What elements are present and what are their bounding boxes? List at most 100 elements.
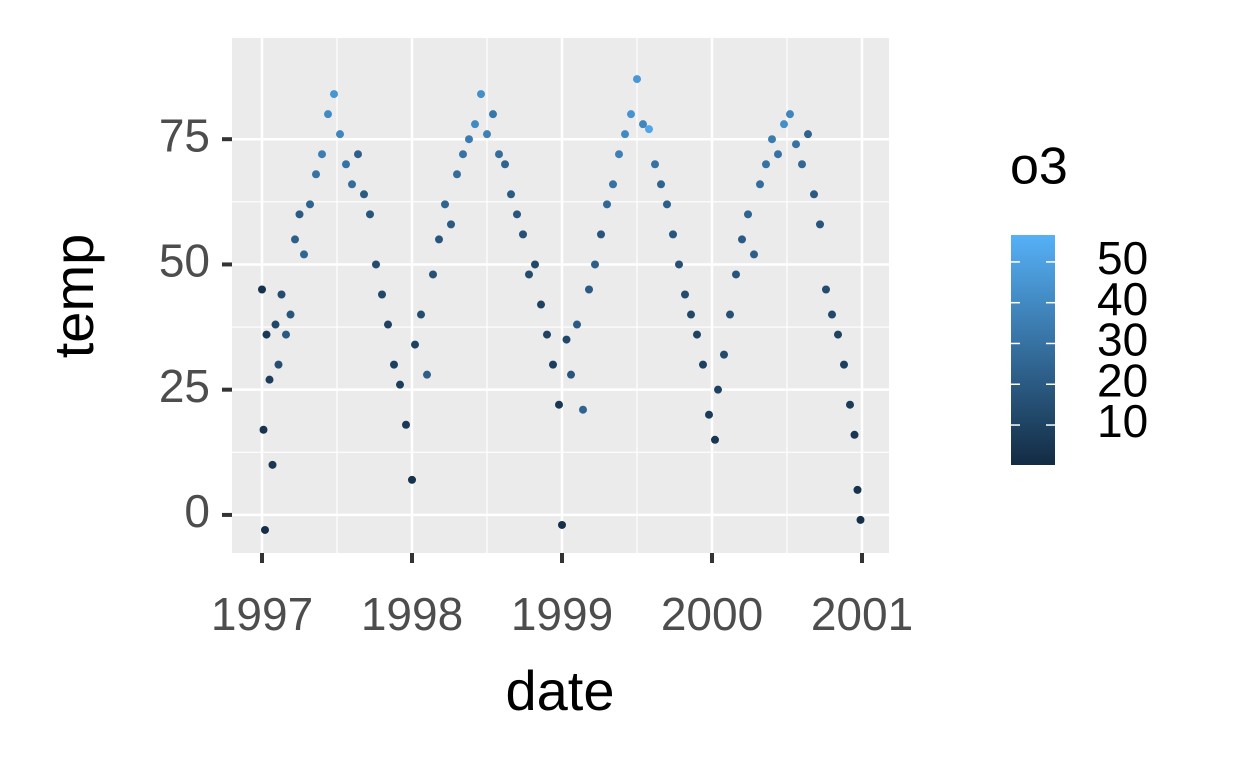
point xyxy=(295,210,304,219)
x-tick-label: 2000 xyxy=(661,588,763,640)
point xyxy=(459,150,467,159)
point xyxy=(774,150,782,159)
point xyxy=(306,200,314,209)
point xyxy=(286,310,295,319)
point xyxy=(411,340,419,349)
point xyxy=(262,330,271,339)
point xyxy=(384,320,392,329)
point xyxy=(840,360,848,369)
point xyxy=(477,90,485,99)
point xyxy=(258,285,266,294)
point xyxy=(591,260,599,269)
point xyxy=(396,380,404,389)
point xyxy=(579,405,587,414)
point xyxy=(312,170,320,179)
point xyxy=(810,190,818,199)
point xyxy=(850,430,859,439)
point xyxy=(828,310,836,319)
x-tick-label: 1999 xyxy=(511,588,613,640)
legend-title: o3 xyxy=(1010,138,1068,196)
point xyxy=(507,190,515,199)
point xyxy=(627,110,635,119)
point xyxy=(738,235,746,244)
point xyxy=(681,290,689,299)
point xyxy=(780,120,788,129)
point xyxy=(483,130,491,139)
point xyxy=(372,260,380,269)
point xyxy=(435,235,443,244)
point xyxy=(429,270,437,279)
y-axis-title: temp xyxy=(42,234,105,359)
point xyxy=(804,130,812,139)
point xyxy=(259,425,268,434)
point xyxy=(657,180,665,189)
point xyxy=(856,515,865,524)
point xyxy=(675,260,683,269)
point xyxy=(277,290,286,299)
point xyxy=(786,110,794,119)
point xyxy=(585,285,593,294)
point xyxy=(651,160,659,169)
y-tick-label: 0 xyxy=(184,485,210,537)
point xyxy=(732,270,740,279)
point xyxy=(603,200,611,209)
point xyxy=(798,160,806,169)
point xyxy=(408,475,416,484)
point xyxy=(441,200,449,209)
point xyxy=(531,260,539,269)
point xyxy=(501,160,509,169)
point xyxy=(300,250,308,259)
legend-label: 40 xyxy=(1097,273,1148,325)
point xyxy=(471,120,479,129)
point xyxy=(417,310,425,319)
colorbar xyxy=(1011,235,1055,465)
point xyxy=(378,290,386,299)
y-tick-label: 75 xyxy=(159,109,210,161)
point xyxy=(423,370,431,379)
point xyxy=(792,140,800,149)
x-tick-label: 2001 xyxy=(811,588,913,640)
x-tick-label: 1998 xyxy=(361,588,463,640)
point xyxy=(669,230,677,239)
point xyxy=(567,370,575,379)
x-axis-title: date xyxy=(506,659,615,722)
point xyxy=(291,235,299,244)
point xyxy=(615,150,623,159)
point xyxy=(573,320,581,329)
point xyxy=(609,180,617,189)
legend-label: 30 xyxy=(1097,314,1148,366)
point xyxy=(390,360,398,369)
y-tick-label: 25 xyxy=(159,360,210,412)
point xyxy=(633,75,641,84)
point xyxy=(705,410,713,419)
point xyxy=(597,230,605,239)
point xyxy=(336,130,344,139)
point xyxy=(711,435,719,444)
point xyxy=(822,285,830,294)
point xyxy=(720,350,728,359)
point xyxy=(693,330,701,339)
point xyxy=(495,150,503,159)
point xyxy=(360,190,368,199)
point xyxy=(562,335,571,344)
point xyxy=(549,360,557,369)
legend-label: 10 xyxy=(1097,395,1148,447)
point xyxy=(645,125,653,134)
point xyxy=(268,460,277,469)
point xyxy=(271,320,280,329)
point xyxy=(687,310,695,319)
point xyxy=(537,300,545,309)
point xyxy=(750,250,758,259)
legend-label: 20 xyxy=(1097,354,1148,406)
point xyxy=(513,210,521,219)
point xyxy=(621,130,629,139)
point xyxy=(558,520,566,529)
point xyxy=(519,230,527,239)
point xyxy=(762,160,770,169)
x-tick-label: 1997 xyxy=(211,588,313,640)
point xyxy=(354,150,362,159)
point xyxy=(348,180,356,189)
point xyxy=(816,220,824,229)
point xyxy=(756,180,764,189)
